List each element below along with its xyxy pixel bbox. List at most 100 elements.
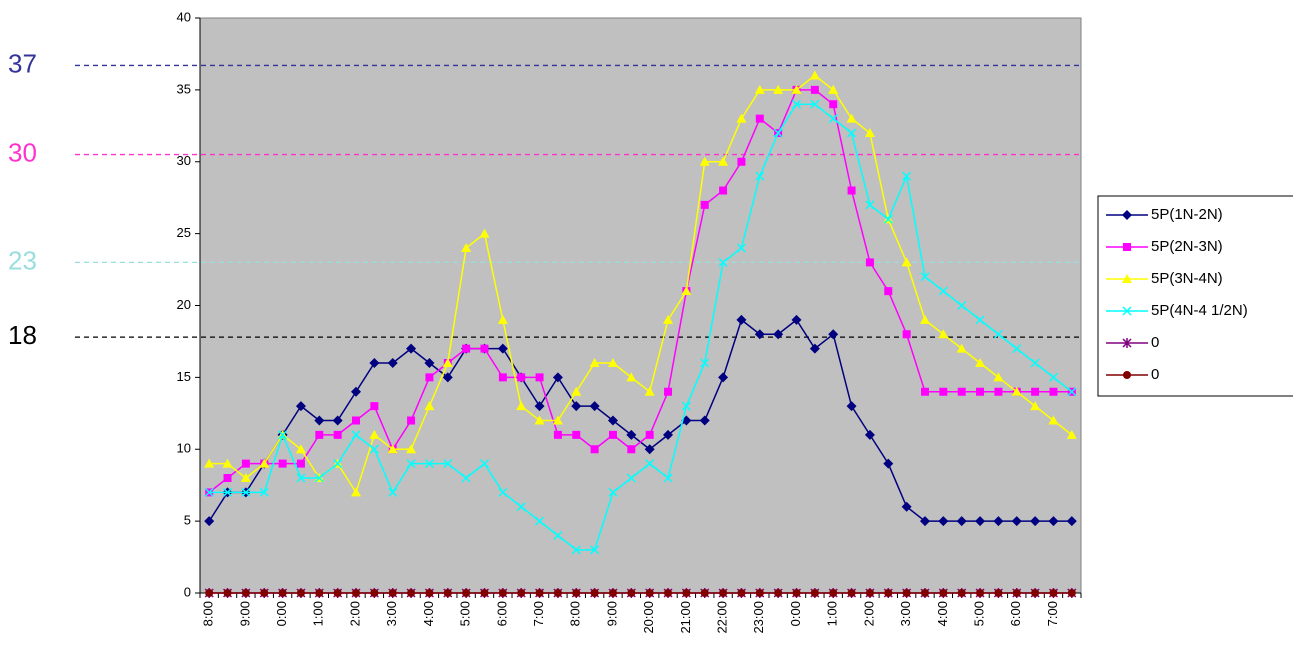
marker xyxy=(461,473,471,483)
marker xyxy=(773,329,784,340)
marker xyxy=(296,589,305,597)
marker xyxy=(700,358,710,368)
marker xyxy=(865,589,874,597)
marker xyxy=(462,344,471,353)
marker xyxy=(920,387,929,396)
marker xyxy=(902,171,912,181)
marker xyxy=(810,589,819,597)
x-tick-label: 3:00 xyxy=(384,601,399,626)
marker xyxy=(534,401,545,412)
marker xyxy=(406,444,417,454)
marker xyxy=(699,156,710,166)
marker xyxy=(645,459,655,469)
marker xyxy=(442,372,453,383)
marker xyxy=(737,589,746,597)
marker xyxy=(295,401,306,412)
marker xyxy=(627,445,636,454)
marker xyxy=(369,358,380,368)
marker xyxy=(681,401,691,411)
marker xyxy=(626,372,637,382)
marker xyxy=(792,589,801,597)
marker xyxy=(1067,387,1077,397)
x-tick-label: 1:00 xyxy=(825,601,840,626)
marker xyxy=(939,387,948,396)
marker xyxy=(572,589,581,597)
marker xyxy=(828,329,839,340)
marker xyxy=(902,330,911,339)
marker xyxy=(664,589,673,597)
marker xyxy=(571,386,582,396)
marker xyxy=(864,429,875,440)
marker xyxy=(1122,306,1132,316)
x-tick-label: 0:00 xyxy=(274,601,289,626)
marker xyxy=(1048,415,1059,425)
marker xyxy=(809,343,820,354)
marker xyxy=(847,186,856,195)
marker xyxy=(957,589,966,597)
marker xyxy=(1066,429,1077,439)
marker xyxy=(1049,589,1058,597)
x-tick-label: 8:00 xyxy=(568,601,583,626)
marker xyxy=(1122,338,1132,348)
marker xyxy=(498,487,508,497)
marker xyxy=(810,85,819,94)
marker xyxy=(901,501,912,512)
marker xyxy=(645,430,654,439)
marker xyxy=(976,387,985,396)
marker xyxy=(590,589,599,597)
marker xyxy=(351,487,362,497)
marker xyxy=(755,114,764,123)
marker xyxy=(718,372,729,383)
marker xyxy=(517,373,526,382)
marker xyxy=(590,545,600,555)
reference-label: 23 xyxy=(8,245,37,275)
legend-label: 5P(4N-4 1/2N) xyxy=(1151,302,1248,319)
marker xyxy=(682,589,691,597)
marker xyxy=(1048,516,1059,527)
marker xyxy=(608,487,618,497)
marker xyxy=(774,589,783,597)
marker xyxy=(497,314,508,324)
marker xyxy=(901,257,912,267)
marker xyxy=(994,387,1003,396)
marker xyxy=(535,373,544,382)
marker xyxy=(424,459,434,469)
marker xyxy=(333,430,342,439)
marker xyxy=(534,415,545,425)
marker xyxy=(480,344,489,353)
reference-label: 18 xyxy=(8,320,37,350)
marker xyxy=(626,429,637,440)
marker xyxy=(663,473,673,483)
marker xyxy=(975,516,986,527)
marker xyxy=(773,84,784,94)
marker xyxy=(351,430,361,440)
marker xyxy=(902,589,911,597)
y-tick-label: 0 xyxy=(184,584,191,599)
marker xyxy=(222,458,233,468)
marker xyxy=(278,430,288,440)
marker xyxy=(736,243,746,253)
marker xyxy=(1123,371,1131,379)
marker xyxy=(223,474,232,482)
marker xyxy=(387,444,398,454)
x-tick-label: 22:00 xyxy=(715,601,730,634)
marker xyxy=(332,415,343,426)
legend-label: 0 xyxy=(1151,366,1159,383)
marker xyxy=(553,530,563,541)
x-tick-label: 7:00 xyxy=(1045,601,1060,626)
marker xyxy=(260,589,269,597)
y-tick-label: 35 xyxy=(177,81,191,96)
marker xyxy=(205,589,214,597)
marker xyxy=(607,415,618,426)
marker xyxy=(278,459,287,468)
marker xyxy=(993,372,1004,382)
marker xyxy=(993,329,1003,339)
marker xyxy=(736,113,747,123)
x-tick-label: 0:00 xyxy=(788,601,803,626)
marker xyxy=(1123,243,1131,251)
marker xyxy=(333,459,343,469)
marker xyxy=(938,286,948,296)
marker xyxy=(406,459,416,469)
